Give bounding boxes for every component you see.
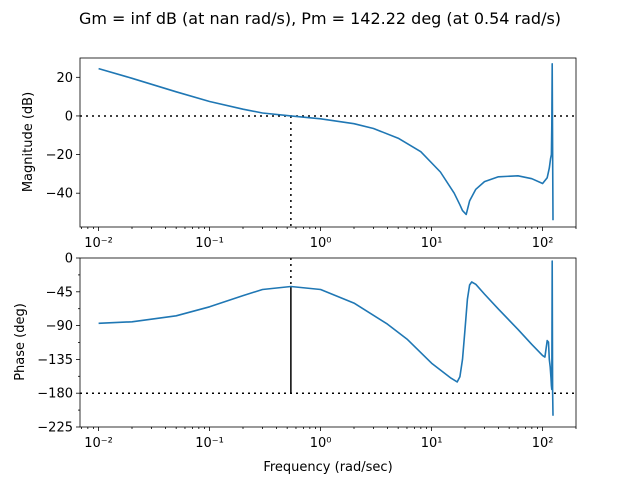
phase-series-line [98, 260, 554, 416]
phase-y-ticks: 0 −45 −90 −135 −180 −225 [37, 252, 80, 436]
phase-axes-frame [79, 257, 577, 428]
x-axis-label: Frequency (rad/sec) [263, 460, 392, 475]
magnitude-x-ticks: 10⁻² 10⁻¹ 10⁰ 10¹ 10² [80, 227, 577, 251]
magnitude-y-ticks: 20 0 −20 −40 [46, 71, 80, 202]
phase-x-tick-label: 10⁰ [310, 436, 332, 451]
magnitude-x-tick-label: 10⁻² [84, 236, 113, 251]
magnitude-lines [80, 63, 576, 227]
phase-y-tick-label: −135 [37, 353, 73, 368]
magnitude-axes-frame [79, 57, 577, 228]
phase-y-tick-label: −90 [46, 319, 73, 334]
magnitude-x-tick-label: 10² [532, 236, 554, 251]
magnitude-y-axis-label: Magnitude (dB) [21, 92, 36, 192]
phase-x-tick-label: 10⁻² [84, 436, 113, 451]
chart-title: Gm = inf dB (at nan rad/s), Pm = 142.22 … [79, 9, 561, 28]
phase-x-tick-label: 10¹ [421, 436, 443, 451]
magnitude-series-line [98, 63, 554, 221]
magnitude-y-tick-label: −40 [46, 187, 73, 202]
phase-x-tick-label: 10² [532, 436, 554, 451]
magnitude-x-tick-label: 10⁰ [310, 236, 332, 251]
magnitude-x-tick-label: 10¹ [421, 236, 443, 251]
phase-lines [80, 258, 576, 416]
magnitude-y-tick-label: −20 [46, 148, 73, 163]
phase-y-tick-label: −225 [37, 421, 73, 436]
phase-y-axis-label: Phase (deg) [13, 303, 28, 381]
magnitude-y-tick-label: 20 [56, 71, 73, 86]
magnitude-y-tick-label: 0 [65, 109, 73, 124]
phase-panel: 0 −45 −90 −135 −180 −225 10⁻² 10⁻¹ 10⁰ 10¹ 10² Ph… [13, 252, 577, 451]
phase-x-tick-label: 10⁻¹ [195, 436, 224, 451]
magnitude-panel: 20 0 −20 −40 10⁻² 10⁻¹ 10⁰ 10¹ 10² Magnitude (d… [21, 57, 577, 251]
magnitude-x-tick-label: 10⁻¹ [195, 236, 224, 251]
phase-y-tick-label: −45 [46, 285, 73, 300]
phase-y-tick-label: 0 [65, 252, 73, 267]
phase-y-tick-label: −180 [37, 387, 73, 402]
phase-x-ticks: 10⁻² 10⁻¹ 10⁰ 10¹ 10² [80, 427, 577, 451]
